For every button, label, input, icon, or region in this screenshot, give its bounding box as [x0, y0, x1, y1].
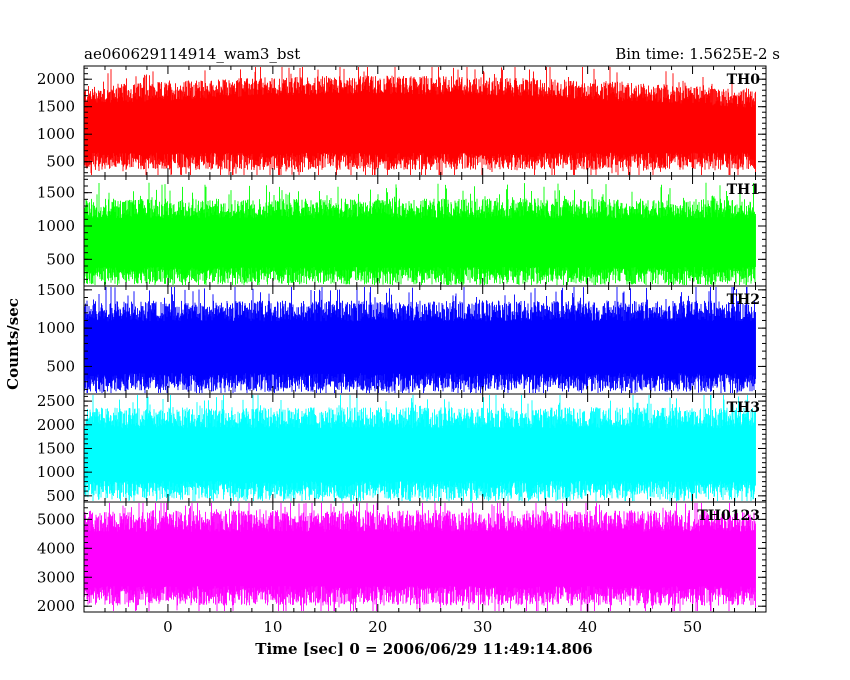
y-tick-label: 500 — [46, 487, 75, 505]
y-tick-label: 1500 — [37, 98, 75, 116]
panel-label-th2: TH2 — [727, 292, 760, 308]
y-tick-label: 1500 — [37, 281, 75, 299]
panel-frame — [83, 501, 767, 613]
x-tick-label: 40 — [578, 618, 597, 636]
x-tick-label: 20 — [368, 618, 387, 636]
y-tick-label: 1500 — [37, 439, 75, 457]
chart-title: ae060629114914_wam3_bst — [84, 45, 300, 63]
y-tick-label: 4000 — [37, 539, 75, 557]
panel-th0: 500 1000 1500 2000 TH0 — [37, 65, 767, 177]
y-tick-label: 2000 — [37, 416, 75, 434]
panel-label-th0: TH0 — [727, 72, 761, 88]
panel-th2: 500 1000 1500 TH2 — [37, 281, 767, 395]
y-tick-label: 5000 — [37, 510, 75, 528]
y-tick-label: 1500 — [37, 184, 75, 202]
y-tick-label: 2000 — [37, 70, 75, 88]
y-tick-label: 1000 — [37, 125, 75, 143]
series-trace-th3 — [83, 395, 756, 501]
panel-label-th1: TH1 — [727, 182, 760, 198]
x-tick-label: 50 — [683, 618, 702, 636]
series-trace-th1 — [83, 182, 756, 285]
y-tick-label: 500 — [46, 357, 75, 375]
panels-group: 500 1000 1500 2000 TH0 500 1000 1500 TH1 500 1000 1… — [37, 65, 767, 615]
series-trace-th2 — [83, 287, 756, 393]
panel-th0123: 2000 3000 4000 5000 TH0123 — [37, 501, 767, 615]
panel-th3: 500 1000 1500 2000 2500 TH3 — [37, 392, 767, 505]
x-tick-label: 10 — [263, 618, 282, 636]
y-tick-label: 1000 — [37, 319, 75, 337]
x-axis-ticks: 0 10 20 30 40 50 — [163, 618, 702, 636]
y-tick-label: 1000 — [37, 463, 75, 481]
y-tick-label: 2500 — [37, 392, 75, 410]
series-trace-th0123 — [83, 503, 756, 611]
panel-label-th0123: TH0123 — [697, 508, 760, 524]
panel-label-th3: TH3 — [727, 400, 760, 416]
y-tick-label: 500 — [46, 250, 75, 268]
x-axis-title: Time [sec] 0 = 2006/06/29 11:49:14.806 — [255, 640, 592, 658]
y-tick-label: 1000 — [37, 217, 75, 235]
panel-th1: 500 1000 1500 TH1 — [37, 175, 767, 287]
y-axis-title: Counts/sec — [4, 298, 22, 390]
y-tick-label: 3000 — [37, 568, 75, 586]
y-tick-label: 2000 — [37, 597, 75, 615]
series-trace-th0 — [83, 67, 756, 175]
x-tick-label: 0 — [163, 618, 173, 636]
x-tick-label: 30 — [473, 618, 492, 636]
y-tick-label: 500 — [46, 153, 75, 171]
bin-time-label: Bin time: 1.5625E-2 s — [615, 45, 780, 63]
